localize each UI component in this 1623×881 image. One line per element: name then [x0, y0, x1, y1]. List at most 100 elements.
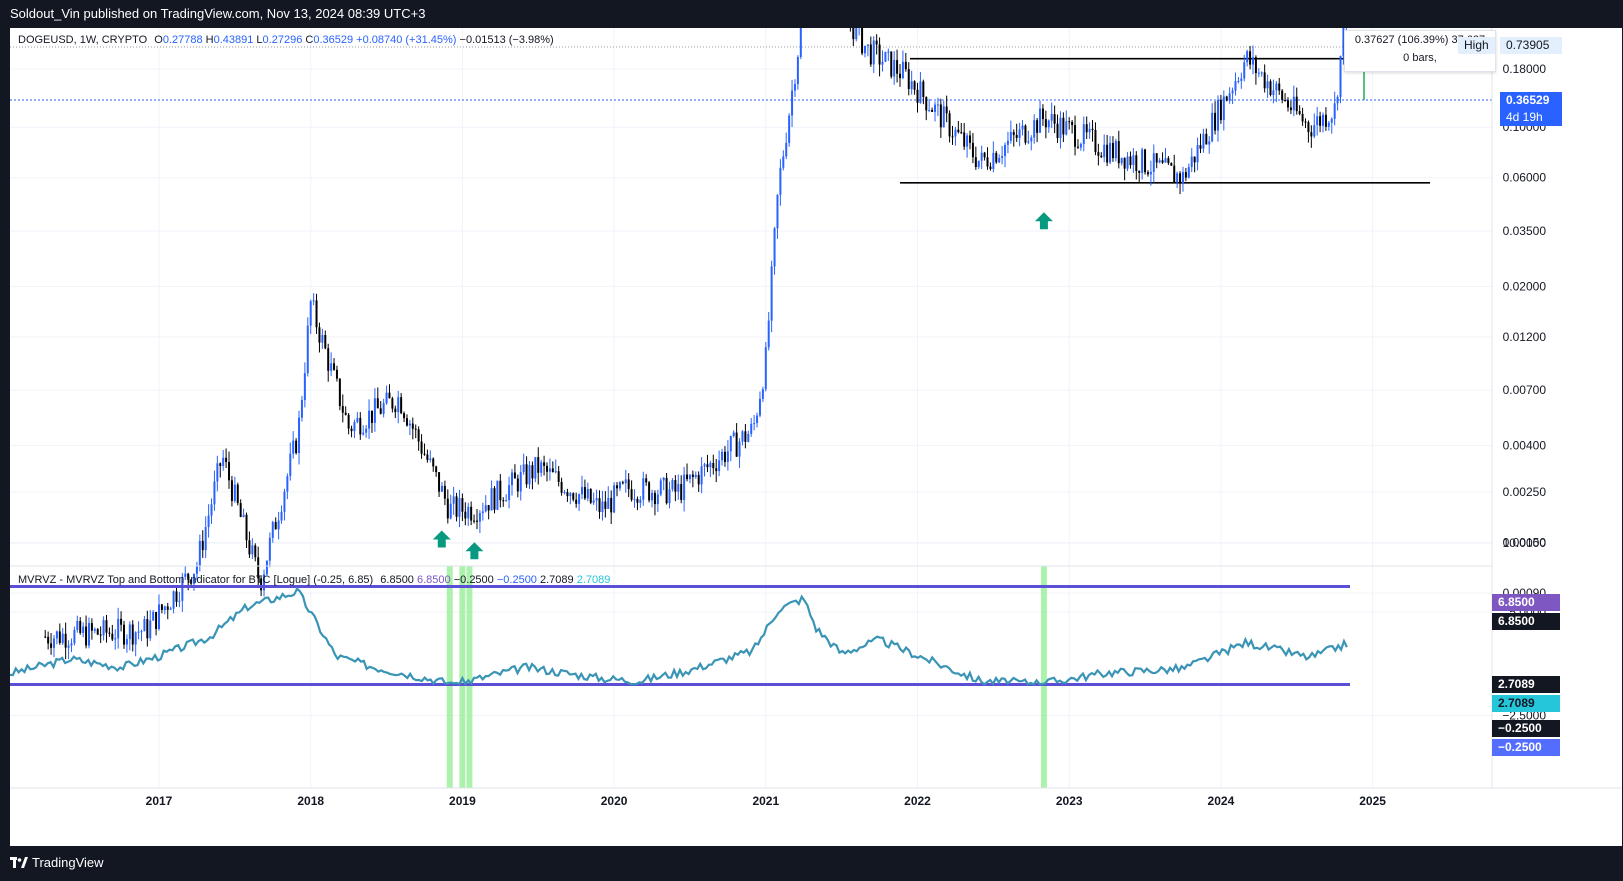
candle-body — [458, 498, 461, 517]
candle-body — [767, 320, 770, 348]
candle-body — [236, 484, 239, 504]
candle-body — [691, 474, 694, 478]
candle-body — [230, 480, 233, 501]
candle-body — [1082, 124, 1085, 144]
candle-body — [1123, 157, 1126, 169]
close-value: 0.36529 — [313, 34, 354, 46]
candle-body — [467, 506, 470, 519]
candle-body — [551, 468, 554, 473]
candle-body — [248, 540, 251, 555]
candle-body — [796, 56, 799, 85]
candle-body — [510, 472, 513, 486]
candle-body — [449, 503, 452, 519]
candle-body — [1006, 140, 1009, 145]
candle-body — [286, 476, 289, 492]
candle-body — [87, 623, 90, 646]
candle-body — [942, 106, 945, 128]
candle-body — [887, 51, 890, 53]
candle-body — [1263, 72, 1266, 89]
candle-body — [627, 479, 630, 490]
candle-body — [1039, 108, 1042, 133]
candle-body — [1158, 160, 1161, 163]
candle-body — [901, 61, 904, 79]
close-label: C — [305, 34, 314, 46]
candle-body — [1071, 121, 1074, 126]
candle-body — [356, 417, 359, 423]
candle-body — [1295, 96, 1298, 112]
candle-body — [744, 431, 747, 442]
mvrvz-line — [10, 586, 1348, 686]
candle-body — [694, 474, 697, 478]
candle-body — [890, 51, 893, 77]
candle-body — [1033, 120, 1036, 138]
candle-body — [408, 423, 411, 426]
candle-body — [566, 492, 569, 497]
candle-body — [931, 109, 934, 112]
time-tick-label: 2022 — [904, 794, 931, 808]
indicator-bands — [10, 585, 1350, 686]
candle-body — [155, 612, 158, 629]
candle-body — [1152, 153, 1155, 172]
price-tick-label: 0.06000 — [1503, 171, 1547, 185]
candle-body — [350, 428, 353, 432]
chart-frame[interactable]: 0.900000.500000.180000.100000.060000.035… — [10, 28, 1622, 846]
candle-body — [99, 634, 102, 636]
candle-body — [324, 335, 327, 349]
candle-body — [473, 520, 476, 522]
candle-body — [651, 492, 654, 501]
candle-body — [280, 511, 283, 521]
candle-body — [1310, 132, 1313, 137]
candle-body — [1120, 157, 1123, 164]
candle-body — [414, 428, 417, 430]
candle-body — [193, 573, 196, 584]
candle-body — [750, 423, 753, 434]
candle-body — [671, 480, 674, 490]
candle-body — [581, 487, 584, 495]
high-value: 0.43891 — [213, 34, 254, 46]
candle-body — [1117, 141, 1120, 164]
indicator-tick-label: 10.0000 — [1503, 536, 1547, 550]
extra-change-value: −0.01513 (−3.98%) — [459, 34, 554, 46]
candle-body — [440, 485, 443, 492]
candle-body — [1097, 152, 1100, 156]
candle-body — [773, 228, 776, 267]
candle-body — [907, 69, 910, 90]
candle-body — [105, 620, 108, 633]
candle-body — [239, 503, 242, 517]
candle-body — [1184, 172, 1187, 178]
tradingview-logo[interactable]: TradingView — [10, 855, 104, 870]
candle-body — [359, 417, 362, 435]
mvrv-current-badge-b: 2.7089 — [1492, 695, 1560, 712]
candle-body — [1333, 103, 1336, 119]
candle-body — [376, 398, 379, 409]
band-bottom-badge-a: −0.2500 — [1492, 720, 1560, 737]
candle-body — [90, 623, 93, 631]
candle-body — [128, 624, 131, 640]
candle-body — [1319, 116, 1322, 126]
candle-body — [300, 400, 303, 418]
candle-body — [624, 479, 627, 484]
candle-body — [379, 408, 382, 414]
price-tick-label: 0.00250 — [1503, 485, 1547, 499]
candle-body — [405, 418, 408, 426]
candle-body — [140, 631, 143, 633]
candle-body — [344, 412, 347, 415]
candle-body — [122, 624, 125, 645]
chart-svg[interactable]: 0.900000.500000.180000.100000.060000.035… — [10, 28, 1622, 846]
bottom-signal-highlight — [466, 566, 473, 788]
candle-body — [312, 300, 315, 302]
candle-body — [1085, 124, 1088, 133]
candle-body — [589, 488, 592, 503]
candle-body — [928, 109, 931, 111]
price-tick-label: 0.00400 — [1503, 439, 1547, 453]
candle-body — [125, 639, 128, 645]
candle-body — [210, 504, 213, 516]
candle-body — [1176, 173, 1179, 183]
candle-body — [493, 488, 496, 510]
candle-body — [219, 463, 222, 467]
candle-body — [1056, 123, 1059, 138]
candle-body — [102, 620, 105, 636]
candle-body — [411, 423, 414, 429]
candle-body — [423, 453, 426, 455]
candle-body — [1254, 57, 1257, 73]
